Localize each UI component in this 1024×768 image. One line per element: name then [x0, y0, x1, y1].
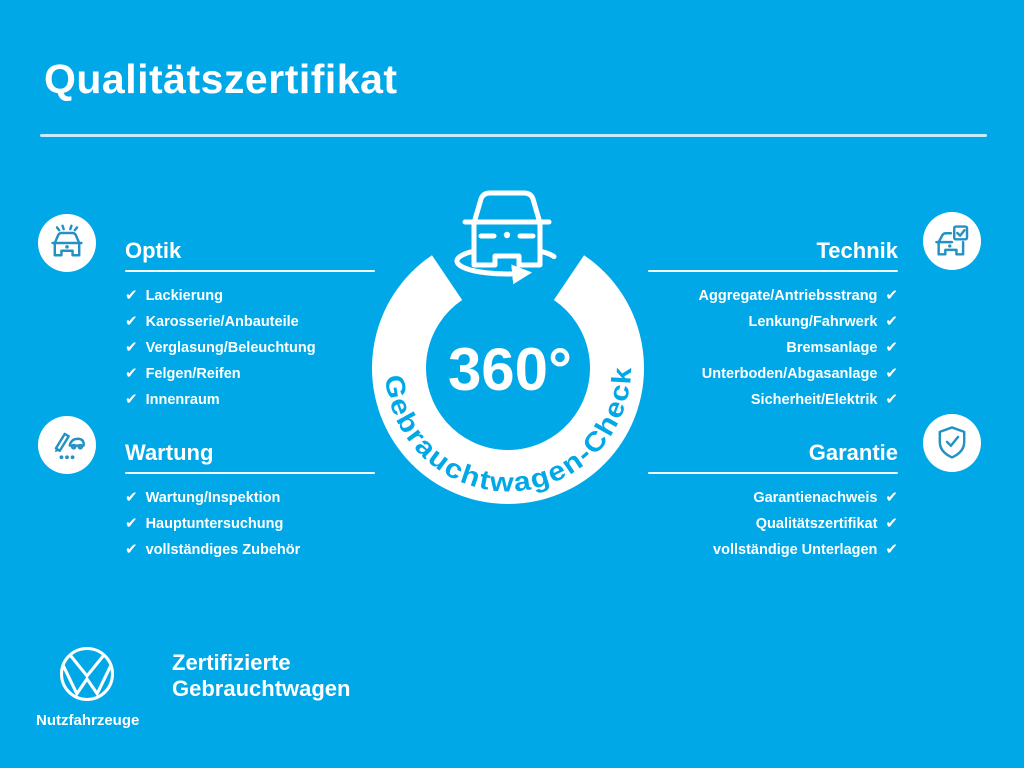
- section-title: Technik: [816, 238, 898, 263]
- check-item: ✔ Qualitätszertifikat: [648, 515, 898, 532]
- car-shine-icon: [51, 224, 83, 257]
- check-item: ✔ Wartung/Inspektion: [125, 489, 375, 506]
- check-item-label: Sicherheit/Elektrik: [750, 392, 878, 408]
- section-underline: [125, 472, 375, 474]
- check-item: ✔ vollständige Unterlagen: [648, 541, 898, 558]
- check-item-label: Aggregate/Antriebsstrang: [698, 288, 878, 304]
- check-icon: ✔: [885, 312, 898, 330]
- check-icon: ✔: [125, 390, 138, 408]
- check-item: ✔ Sicherheit/Elektrik: [648, 391, 898, 408]
- check-item-label: Lackierung: [145, 288, 223, 304]
- check-icon: ✔: [125, 338, 138, 356]
- logo-caption: Nutzfahrzeuge: [36, 712, 140, 729]
- center-360-badge: Gebrauchtwagen-Check 360°: [350, 183, 670, 508]
- vw-logo: [59, 646, 115, 702]
- check-icon: ✔: [885, 364, 898, 382]
- check-item-label: Karosserie/Anbauteile: [145, 314, 299, 330]
- check-item: ✔ Aggregate/Antriebsstrang: [648, 287, 898, 304]
- brand-tagline: Zertifizierte Gebrauchtwagen: [172, 650, 350, 702]
- check-item: ✔ vollständiges Zubehör: [125, 541, 375, 558]
- check-item: ✔ Garantienachweis: [648, 489, 898, 506]
- check-item-label: Felgen/Reifen: [145, 366, 241, 382]
- section-underline: [125, 270, 375, 272]
- check-icon: ✔: [125, 286, 138, 304]
- check-icon: ✔: [125, 488, 138, 506]
- section-technik: Technik ✔ Aggregate/Antriebsstrang ✔ Lenkun…: [648, 239, 898, 408]
- section-title: Wartung: [125, 440, 214, 465]
- check-item-label: Lenkung/Fahrwerk: [748, 314, 878, 330]
- check-item: ✔ Innenraum: [125, 391, 375, 408]
- section-wartung: Wartung ✔ Wartung/Inspektion ✔ Hauptuntersu…: [125, 441, 375, 558]
- tagline-line1: Zertifizierte: [172, 650, 291, 675]
- check-item: ✔ Felgen/Reifen: [125, 365, 375, 382]
- section-optik: Optik ✔ Lackierung ✔ Karosserie/Anbauteile ✔…: [125, 239, 375, 408]
- check-item-label: Qualitätszertifikat: [755, 516, 878, 532]
- check-item: ✔ Karosserie/Anbauteile: [125, 313, 375, 330]
- pen-checklist-icon: [54, 432, 85, 460]
- check-icon: ✔: [125, 540, 138, 558]
- checklist: ✔ Aggregate/Antriebsstrang ✔ Lenkung/Fahrwe…: [648, 287, 898, 408]
- degree-label: 360°: [448, 336, 572, 403]
- check-icon: ✔: [885, 390, 898, 408]
- check-item-label: Hauptuntersuchung: [145, 516, 284, 532]
- section-underline: [648, 270, 898, 272]
- check-item: ✔ Bremsanlage: [648, 339, 898, 356]
- check-icon: ✔: [125, 364, 138, 382]
- section-title: Optik: [125, 238, 182, 263]
- section-underline: [648, 472, 898, 474]
- check-item-label: Wartung/Inspektion: [145, 490, 281, 506]
- technik-icon-circle: [923, 212, 981, 270]
- title-divider: [40, 134, 987, 137]
- check-item-label: Unterboden/Abgasanlage: [701, 366, 878, 382]
- check-icon: ✔: [885, 514, 898, 532]
- shield-check-icon: [938, 426, 966, 459]
- checklist: ✔ Wartung/Inspektion ✔ Hauptuntersuchung ✔ vo…: [125, 489, 375, 558]
- section-garantie: Garantie ✔ Garantienachweis ✔ Qualitätszert…: [648, 441, 898, 558]
- check-item: ✔ Verglasung/Beleuchtung: [125, 339, 375, 356]
- check-item-label: vollständiges Zubehör: [145, 542, 301, 558]
- check-item-label: Verglasung/Beleuchtung: [145, 340, 316, 356]
- check-icon: ✔: [885, 338, 898, 356]
- section-title: Garantie: [808, 440, 898, 465]
- check-item: ✔ Lackierung: [125, 287, 375, 304]
- check-icon: ✔: [125, 514, 138, 532]
- wartung-icon-circle: [38, 416, 96, 474]
- check-icon: ✔: [885, 286, 898, 304]
- check-item: ✔ Unterboden/Abgasanlage: [648, 365, 898, 382]
- checklist: ✔ Garantienachweis ✔ Qualitätszertifikat ✔ vo…: [648, 489, 898, 558]
- check-icon: ✔: [885, 488, 898, 506]
- check-item: ✔ Hauptuntersuchung: [125, 515, 375, 532]
- checklist: ✔ Lackierung ✔ Karosserie/Anbauteile ✔ Vergla…: [125, 287, 375, 408]
- check-item-label: vollständige Unterlagen: [713, 542, 878, 558]
- check-item-label: Garantienachweis: [753, 490, 878, 506]
- van-rotate-icon: [454, 190, 557, 285]
- car-checkbox-icon: [935, 225, 969, 256]
- check-icon: ✔: [885, 540, 898, 558]
- check-item: ✔ Lenkung/Fahrwerk: [648, 312, 899, 330]
- check-icon: ✔: [125, 312, 138, 330]
- check-item-label: Innenraum: [145, 392, 220, 408]
- garantie-icon-circle: [923, 414, 981, 472]
- page-title: Qualitätszertifikat: [44, 56, 398, 102]
- ring-shape: [372, 255, 644, 504]
- tagline-line2: Gebrauchtwagen: [172, 676, 351, 701]
- check-item-label: Bremsanlage: [786, 340, 878, 356]
- optik-icon-circle: [38, 214, 96, 272]
